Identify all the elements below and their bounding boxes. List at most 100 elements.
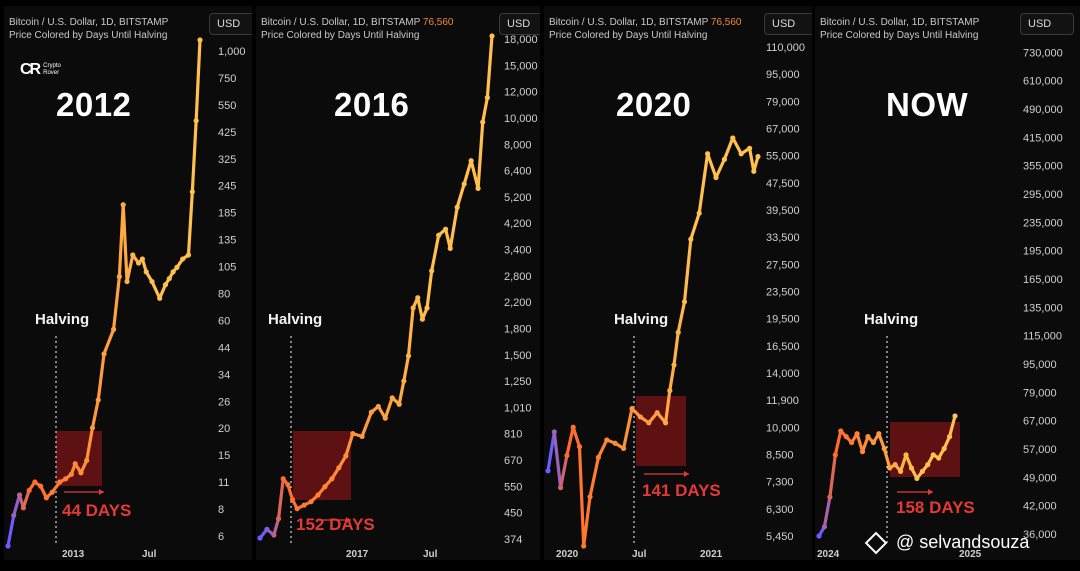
y-tick-label: 44 (218, 342, 230, 354)
currency-button[interactable]: USD (1020, 13, 1074, 35)
y-tick-label: 79,000 (766, 96, 800, 108)
chart-panel: 1,000 750 550 425 325 245 185 135 105 80 60 44 34 26 2… (4, 6, 252, 560)
price-point (612, 440, 618, 446)
chart-panel: 110,000 95,000 79,000 67,000 55,000 47,500 39,… (544, 6, 812, 560)
price-point (57, 479, 63, 485)
price-point (174, 264, 180, 270)
cycle-year-label: 2020 (616, 86, 692, 123)
chart-header: Bitcoin / U.S. Dollar, 1D, BITSTAMP 76,5… (261, 16, 454, 42)
halving-period-box (56, 431, 102, 486)
price-point (26, 487, 32, 494)
y-tick-label: 8 (218, 504, 224, 516)
y-tick-label: 550 (218, 100, 236, 112)
price-point (193, 118, 199, 124)
price-line-segment (416, 296, 424, 321)
price-point (892, 462, 898, 468)
x-tick-label: 2025 (959, 549, 982, 560)
price-point (930, 452, 936, 458)
price-point (587, 494, 593, 500)
price-point (401, 378, 407, 384)
price-point (604, 437, 610, 443)
halving-label: Halving (268, 311, 323, 328)
price-point (816, 533, 822, 539)
y-tick-label: 115,000 (1023, 331, 1062, 343)
chart-header: Bitcoin / U.S. Dollar, 1D, BITSTAMP 76,5… (549, 16, 742, 42)
y-tick-label: 6 (218, 531, 224, 543)
price-point (180, 256, 186, 262)
price-point (419, 316, 425, 322)
x-tick-label: Jul (142, 549, 157, 560)
watermark: @ selvandsouza (864, 531, 1029, 554)
price-point (84, 457, 90, 464)
y-tick-label: 20 (218, 423, 230, 435)
y-tick-label: 425 (218, 127, 236, 139)
currency-button[interactable]: USD (209, 13, 252, 35)
price-line-segment (596, 438, 609, 459)
x-tick-label: 2020 (556, 549, 579, 560)
price-line-segment (190, 119, 198, 194)
price-point (95, 397, 101, 403)
price-point (747, 145, 753, 151)
price-point (301, 502, 307, 508)
price-point (671, 362, 677, 368)
price-point (738, 151, 744, 157)
price-point (881, 446, 887, 452)
price-point (832, 452, 838, 458)
y-tick-label: 550 (504, 481, 522, 493)
chart-svg: 110,000 95,000 79,000 67,000 55,000 47,500 39,… (545, 42, 805, 560)
price-point (443, 226, 449, 232)
y-tick-label: 1,000 (218, 46, 246, 58)
price-line-segment (12, 493, 22, 518)
price-point (424, 305, 430, 311)
y-tick-label: 235,000 (1023, 217, 1063, 229)
y-tick-label: 15,000 (504, 60, 538, 72)
price-point (908, 465, 915, 471)
currency-button[interactable]: USD (764, 13, 812, 35)
y-tick-label: 33,500 (766, 232, 800, 244)
x-tick-label: 2021 (700, 549, 723, 560)
x-tick-label: Jul (423, 549, 438, 560)
price-line-segment (689, 211, 701, 241)
price-point (308, 499, 314, 505)
indicator-title: Price Colored by Days Until Halving (549, 30, 708, 41)
y-tick-label: 11,900 (766, 395, 799, 407)
price-line-segment (476, 120, 485, 190)
price-point (925, 462, 931, 468)
price-point (43, 495, 50, 501)
price-point (382, 415, 388, 421)
days-arrow-head (684, 471, 689, 477)
price-line-segment (102, 327, 116, 356)
price-line-segment (565, 425, 575, 458)
price-point (941, 446, 947, 452)
y-tick-label: 7,300 (766, 477, 794, 489)
halving-period-box (636, 396, 686, 466)
price-line-segment (668, 363, 676, 393)
y-tick-label: 23,500 (766, 287, 800, 299)
price-point (721, 156, 727, 162)
y-tick-label: 110,000 (766, 42, 805, 54)
price-point (197, 37, 203, 43)
price-point (675, 329, 681, 335)
y-tick-label: 610,000 (1023, 76, 1063, 88)
price-point (185, 252, 192, 258)
price-point (887, 465, 893, 471)
y-tick-label: 1,500 (504, 350, 532, 362)
y-tick-label: 374 (504, 534, 522, 546)
price-point (343, 453, 349, 459)
y-tick-label: 42,000 (1023, 501, 1057, 513)
price-point (946, 434, 953, 440)
price-point (135, 260, 142, 266)
price-line-segment (430, 233, 441, 273)
price-point (111, 326, 117, 332)
y-tick-label: 8,000 (504, 139, 532, 151)
price-point (621, 445, 627, 452)
price-line-segment (621, 406, 634, 451)
price-line-segment (90, 398, 100, 430)
price-point (755, 153, 761, 160)
y-tick-label: 135 (218, 235, 236, 247)
currency-button[interactable]: USD (499, 13, 540, 35)
price-point (489, 33, 495, 39)
chart-svg: 18,000 15,000 12,000 10,000 8,000 6,400 5,200 4… (257, 33, 538, 560)
y-tick-label: 3,400 (504, 245, 532, 257)
price-line-segment (462, 159, 473, 186)
